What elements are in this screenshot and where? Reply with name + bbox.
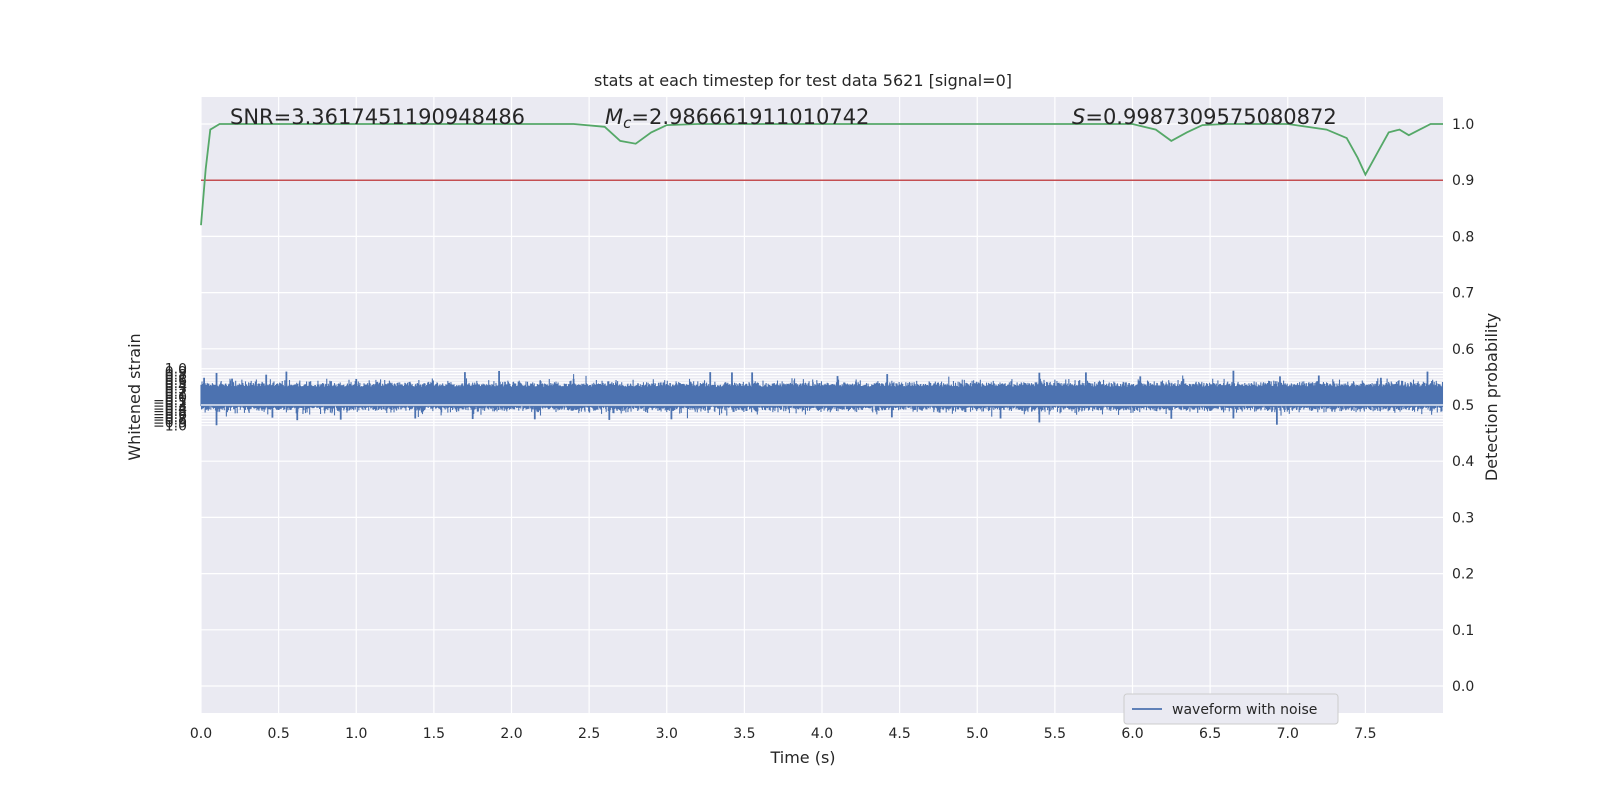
x-tick-label: 1.0 [345,726,367,742]
y-tick-label: −0.4 [153,401,187,417]
s-symbol: S [1072,105,1085,129]
legend: waveform with noise [1123,693,1339,725]
y-tick-label: −0.1 [153,393,187,409]
y-tick-label: −1.0 [153,418,187,434]
chirp-mass-value: =2.986661911010742 [631,105,869,129]
y2-axis-title: Detection probability [1482,313,1501,481]
y-tick-label: 0.1 [165,387,187,403]
y-tick-label: −0.8 [153,413,187,429]
legend-entry-waveform: waveform with noise [1172,702,1317,718]
x-tick-label: 1.5 [423,726,445,742]
y2-tick-label: 0.8 [1452,229,1474,245]
left-axis-ticks: 1.00.90.80.70.60.50.40.30.20.10.0−0.1−0.… [153,362,187,435]
x-tick-label: 2.0 [500,726,522,742]
y-tick-label: −0.2 [153,396,187,412]
y2-tick-label: 0.3 [1452,510,1474,526]
y2-tick-label: 0.0 [1452,679,1474,695]
chirp-mass-subscript: c [623,114,632,132]
right-axis-ticks: 1.0 0.9 0.8 0.7 0.6 0.5 0.4 0.3 0.2 0.1 0.0 [1452,117,1474,695]
chirp-mass-annotation: Mc=2.986661911010742 [605,105,869,132]
x-tick-label: 7.0 [1277,726,1299,742]
s-annotation: S=0.9987309575080872 [1072,105,1337,129]
y-tick-label: −0.6 [153,407,187,423]
x-tick-label: 4.5 [888,726,910,742]
y-tick-label: 0.5 [165,376,187,392]
chirp-mass-symbol: M [605,105,623,129]
x-axis-ticks: 0.0 0.5 1.0 1.5 2.0 2.5 3.0 3.5 4.0 4.5 5.0 5.5 6.0 6… [190,726,1377,742]
y2-tick-label: 0.6 [1452,342,1474,358]
x-tick-label: 6.5 [1199,726,1221,742]
y2-tick-label: 0.7 [1452,286,1474,302]
y2-tick-label: 0.2 [1452,567,1474,583]
chart-title: stats at each timestep for test data 562… [594,71,1012,90]
y2-tick-label: 0.4 [1452,454,1474,470]
probability-line [200,123,1443,226]
y-tick-label: 0.9 [165,365,187,381]
x-tick-label: 0.5 [267,726,289,742]
x-tick-label: 3.0 [656,726,678,742]
y2-tick-label: 0.9 [1452,173,1474,189]
y-tick-label: −0.3 [153,398,187,414]
y-tick-label: 1.0 [165,362,187,378]
x-tick-label: 6.0 [1121,726,1143,742]
s-value: =0.9987309575080872 [1085,105,1336,129]
x-tick-label: 5.5 [1044,726,1066,742]
snr-annotation: SNR=3.3617451190948486 [230,105,525,129]
x-tick-label: 7.5 [1354,726,1376,742]
waveform-core [201,387,1443,407]
y-tick-label: 0.0 [165,390,187,406]
x-tick-label: 2.5 [578,726,600,742]
probability-layer [200,123,1443,226]
y-tick-label: −0.7 [153,410,187,426]
y2-tick-label: 1.0 [1452,117,1474,133]
y2-tick-label: 0.1 [1452,623,1474,639]
y-tick-label: −0.9 [153,415,187,431]
x-tick-label: 4.0 [811,726,833,742]
x-tick-label: 3.5 [733,726,755,742]
y-tick-label: 0.4 [165,379,187,395]
y-tick-label: −0.5 [153,404,187,420]
x-tick-label: 5.0 [966,726,988,742]
x-tick-label: 0.0 [190,726,212,742]
x-axis-title: Time (s) [769,748,835,767]
y-tick-label: 0.7 [165,370,187,386]
y-axis-title: Whitened strain [125,333,144,460]
y-tick-label: 0.3 [165,382,187,398]
y-tick-label: 0.8 [165,367,187,383]
y-tick-label: 0.6 [165,373,187,389]
y-tick-label: 0.2 [165,384,187,400]
legend-box [1123,693,1339,725]
y2-tick-label: 0.5 [1452,398,1474,414]
